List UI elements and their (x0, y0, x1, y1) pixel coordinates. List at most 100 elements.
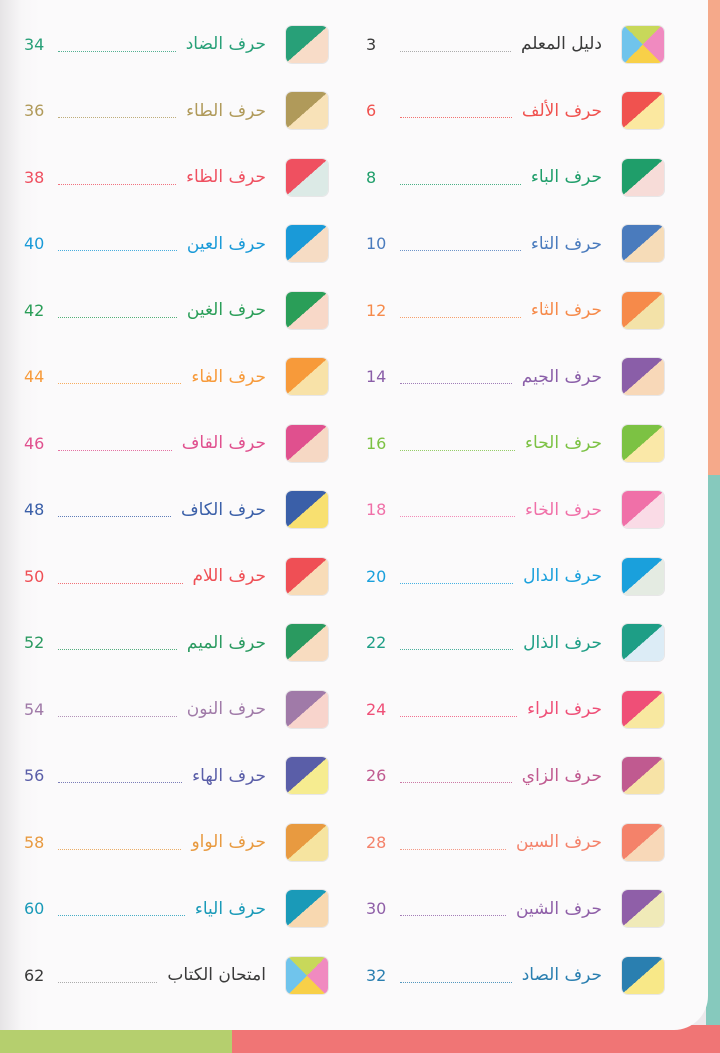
page-number: 30 (366, 899, 387, 918)
entry-title: حرف الياء (194, 898, 266, 919)
letter-color-tile-icon (622, 92, 664, 129)
entry-title: حرف الزاي (521, 765, 602, 786)
toc-entry[interactable]: حرف الزاي 26 (366, 756, 664, 796)
entry-title: حرف العين (186, 233, 266, 254)
page-number: 12 (366, 300, 387, 320)
letter-color-tile-icon (622, 956, 664, 994)
letter-color-tile-icon (286, 757, 328, 794)
page-number: 16 (366, 433, 387, 453)
entry-title: حرف الظاء (186, 167, 266, 187)
toc-entry[interactable]: حرف الضاد 34 (24, 24, 328, 64)
toc-entry[interactable]: حرف الياء 60 (24, 889, 328, 929)
dotted-leader (400, 848, 506, 850)
entry-title: حرف الضاد (185, 34, 266, 54)
dotted-leader (400, 981, 512, 983)
toc-entry[interactable]: حرف اللام 50 (24, 556, 328, 596)
dotted-leader (58, 848, 182, 850)
toc-entry[interactable]: حرف الكاف 48 (24, 490, 328, 530)
dotted-leader (400, 582, 514, 584)
page-number: 52 (24, 633, 45, 652)
dotted-leader (58, 715, 177, 717)
entry-title: حرف الهاء (192, 765, 266, 786)
quad-triangle-icon (622, 25, 664, 63)
letter-color-tile-icon (622, 291, 664, 329)
letter-color-tile-icon (622, 624, 664, 661)
toc-entry[interactable]: حرف الواو 58 (24, 822, 328, 862)
page-number: 58 (24, 832, 45, 852)
entry-title: حرف الخاء (525, 499, 602, 520)
letter-color-tile-icon (622, 757, 664, 794)
edge-strip-salmon (706, 0, 720, 475)
dotted-leader (400, 383, 512, 384)
table-of-contents-page: دليل المعلم 3 حرف الألف 6 حرف الباء 8 حرف التا… (0, 0, 708, 1030)
dotted-leader (58, 516, 171, 517)
toc-entry[interactable]: حرف الباء 8 (366, 157, 664, 197)
letter-color-tile-icon (622, 358, 664, 395)
toc-entry[interactable]: حرف الراء 24 (366, 689, 664, 729)
toc-entry[interactable]: حرف الشين 30 (366, 889, 664, 929)
dotted-leader (400, 782, 512, 783)
page-number: 38 (24, 167, 45, 187)
toc-entry[interactable]: حرف التاء 10 (366, 224, 664, 264)
entry-title: حرف الجيم (521, 366, 602, 387)
entry-title: حرف الغين (186, 300, 266, 320)
toc-entry[interactable]: حرف الصاد 32 (366, 955, 664, 995)
toc-entry[interactable]: حرف الخاء 18 (366, 490, 664, 530)
letter-color-tile-icon (622, 690, 664, 728)
page-number: 36 (24, 101, 45, 120)
page-number: 54 (24, 699, 45, 719)
letter-color-tile-icon (286, 557, 328, 595)
dotted-leader (400, 649, 514, 650)
dotted-leader (400, 316, 521, 318)
page-number: 18 (366, 500, 387, 519)
dotted-leader (58, 316, 177, 318)
toc-entry[interactable]: حرف الغين 42 (24, 290, 328, 330)
toc-entry[interactable]: امتحان الكتاب 62 (24, 955, 328, 995)
toc-entry[interactable]: حرف الطاء 36 (24, 91, 328, 131)
letter-color-tile-icon (622, 491, 664, 528)
toc-entry[interactable]: حرف الفاء 44 (24, 357, 328, 397)
dotted-leader (58, 981, 158, 983)
page-number: 40 (24, 234, 45, 253)
toc-entry[interactable]: حرف الجيم 14 (366, 357, 664, 397)
page-number: 56 (24, 766, 45, 785)
letter-color-tile-icon (286, 358, 328, 395)
dotted-leader (400, 516, 516, 517)
entry-title: حرف اللام (192, 566, 267, 586)
page-number: 24 (366, 699, 387, 719)
toc-entry[interactable]: حرف القاف 46 (24, 423, 328, 463)
letter-color-tile-icon (286, 158, 328, 196)
toc-entry[interactable]: حرف السين 28 (366, 822, 664, 862)
letter-color-tile-icon (286, 225, 328, 262)
toc-entry[interactable]: حرف العين 40 (24, 224, 328, 264)
entry-title: حرف الطاء (186, 100, 266, 121)
entry-title: حرف الثاء (530, 300, 602, 320)
toc-entry[interactable]: دليل المعلم 3 (366, 24, 664, 64)
letter-color-tile-icon (286, 890, 328, 927)
dotted-leader (58, 250, 177, 251)
toc-entry[interactable]: حرف الدال 20 (366, 556, 664, 596)
entry-title: حرف الفاء (191, 366, 266, 387)
dotted-leader (400, 715, 518, 717)
toc-entry[interactable]: حرف الثاء 12 (366, 290, 664, 330)
dotted-leader (58, 649, 177, 650)
toc-entry[interactable]: حرف الألف 6 (366, 91, 664, 131)
page-number: 60 (24, 899, 45, 918)
toc-entry[interactable]: حرف الميم 52 (24, 623, 328, 663)
toc-entry[interactable]: حرف النون 54 (24, 689, 328, 729)
toc-entry[interactable]: حرف الحاء 16 (366, 423, 664, 463)
dotted-leader (58, 117, 177, 118)
page-number: 10 (366, 234, 387, 253)
dotted-leader (58, 582, 183, 584)
toc-entry[interactable]: حرف الظاء 38 (24, 157, 328, 197)
toc-entry[interactable]: حرف الهاء 56 (24, 756, 328, 796)
page-number: 32 (366, 965, 387, 985)
entry-title: حرف التاء (530, 233, 602, 254)
entry-title: حرف الراء (527, 699, 602, 719)
entry-title: حرف القاف (181, 433, 266, 453)
page-number: 20 (366, 566, 387, 586)
toc-entry[interactable]: حرف الذال 22 (366, 623, 664, 663)
letter-color-tile-icon (622, 823, 664, 861)
entry-title: دليل المعلم (520, 34, 602, 54)
letter-color-tile-icon (622, 890, 664, 927)
